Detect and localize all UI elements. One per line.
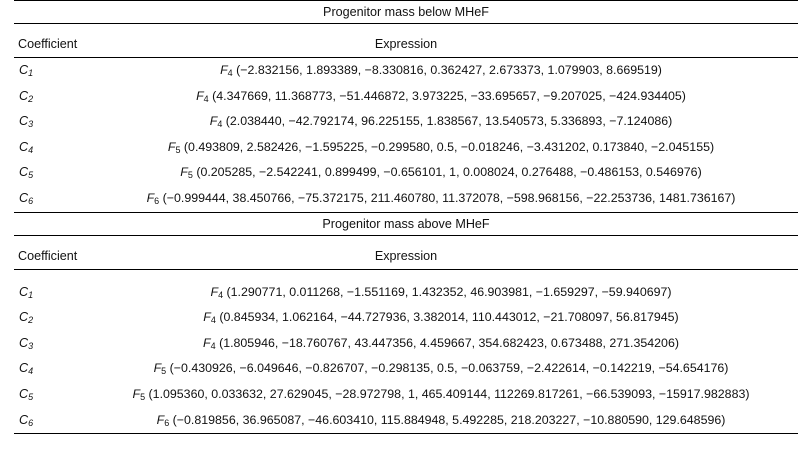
function-arguments: (2.038440, −42.792174, 96.225155, 1.8385… (225, 114, 673, 129)
coefficient-label: C3 (19, 335, 34, 351)
expression-cell: F5 (−0.430926, −6.049646, −0.826707, −0.… (84, 356, 798, 382)
table-header: Coefficient Expression (14, 31, 798, 57)
function-name: F (210, 284, 219, 299)
coefficient-label: C3 (19, 114, 34, 130)
function-index: 5 (175, 144, 181, 155)
expression-cell: F4 (1.805946, −18.760767, 43.447356, 4.4… (84, 331, 798, 357)
expression-cell: F6 (−0.819856, 36.965087, −46.603410, 11… (84, 408, 798, 434)
table-row: C4 F5 (0.493809, 2.582426, −1.595225, −0.… (14, 135, 798, 161)
function-name: F (196, 88, 204, 103)
section-rule (14, 211, 798, 213)
function-arguments: (1.290771, 0.011268, −1.551169, 1.432352… (226, 284, 672, 299)
function-index: 6 (164, 417, 170, 428)
table-row: C1 F4 (−2.832156, 1.893389, −8.330816, 0.… (14, 58, 798, 84)
expression-column-header: Expression (374, 37, 438, 51)
function-arguments: (0.205285, −2.542241, 0.899499, −0.65610… (196, 165, 702, 180)
coefficient-label: C1 (19, 63, 34, 78)
table-row: C4 F5 (−0.430926, −6.049646, −0.826707, −… (14, 356, 798, 382)
function-name: F (203, 310, 211, 325)
expression-cell: F4 (2.038440, −42.792174, 96.225155, 1.8… (84, 109, 798, 135)
section-title-above: Progenitor mass above MHeF (322, 216, 490, 231)
function-index: 4 (218, 289, 224, 300)
function-name: F (153, 361, 162, 376)
top-rule (14, 0, 798, 1)
expression-cell: F4 (1.290771, 0.011268, −1.551169, 1.432… (84, 280, 798, 306)
table-row: C5 F5 (0.205285, −2.542241, 0.899499, −0.… (14, 160, 798, 186)
coefficient-label: C5 (19, 165, 34, 181)
function-index: 5 (140, 391, 146, 402)
function-arguments: (1.095360, 0.033632, 27.629045, −28.9727… (148, 386, 750, 401)
expression-cell: F5 (1.095360, 0.033632, 27.629045, −28.9… (84, 382, 798, 408)
function-name: F (209, 114, 218, 129)
table-header: Coefficient Expression (14, 243, 798, 269)
function-arguments: (0.493809, 2.582426, −1.595225, −0.29958… (183, 139, 715, 154)
function-arguments: (4.347669, 11.368773, −51.446872, 3.9732… (212, 88, 686, 103)
table-row: C5 F5 (1.095360, 0.033632, 27.629045, −28… (14, 382, 798, 408)
function-arguments: (−0.819856, 36.965087, −46.603410, 115.8… (172, 412, 726, 427)
function-arguments: (−0.430926, −6.049646, −0.826707, −0.298… (169, 361, 729, 376)
coefficient-table: Progenitor mass below MHeF Coefficient E… (14, 0, 798, 435)
table-row: C2 F4 (0.845934, 1.062164, −44.727936, 3.… (14, 305, 798, 331)
function-index: 6 (154, 195, 160, 206)
section-rows-below: C1 F4 (−2.832156, 1.893389, −8.330816, 0.… (14, 58, 798, 212)
coefficient-label: C2 (19, 88, 34, 104)
coefficient-column-header: Coefficient (18, 37, 78, 51)
table-row: C6 F6 (−0.819856, 36.965087, −46.603410, … (14, 408, 798, 434)
section-rule (14, 234, 798, 236)
coefficient-label: C4 (19, 139, 34, 155)
function-name: F (132, 386, 141, 401)
function-arguments: (1.805946, −18.760767, 43.447356, 4.4596… (219, 335, 679, 350)
expression-cell: F4 (−2.832156, 1.893389, −8.330816, 0.36… (84, 58, 798, 84)
function-name: F (180, 165, 188, 180)
coefficient-label: C2 (19, 310, 34, 326)
expression-column-header: Expression (374, 248, 438, 263)
bottom-rule (14, 433, 798, 435)
expression-cell: F5 (0.493809, 2.582426, −1.595225, −0.29… (84, 135, 798, 161)
function-name: F (203, 335, 211, 350)
section-rule (14, 23, 798, 24)
table-row: C3 F4 (2.038440, −42.792174, 96.225155, 1… (14, 109, 798, 135)
function-index: 4 (210, 315, 216, 326)
table-row: C1 F4 (1.290771, 0.011268, −1.551169, 1.4… (14, 280, 798, 306)
expression-cell: F4 (4.347669, 11.368773, −51.446872, 3.9… (84, 84, 798, 110)
coefficient-label: C1 (19, 284, 34, 300)
function-name: F (220, 63, 228, 77)
coefficient-label: C6 (19, 190, 34, 206)
header-rule (14, 57, 798, 58)
function-index: 4 (217, 119, 223, 130)
coefficient-label: C5 (19, 386, 34, 402)
expression-cell: F5 (0.205285, −2.542241, 0.899499, −0.65… (84, 160, 798, 186)
function-arguments: (−0.999444, 38.450766, −75.372175, 211.4… (162, 190, 736, 205)
section-title-below: Progenitor mass below MHeF (323, 5, 489, 19)
function-index: 4 (210, 340, 216, 351)
function-index: 4 (227, 68, 233, 78)
section-rows-above: C1 F4 (1.290771, 0.011268, −1.551169, 1.4… (14, 280, 798, 434)
function-index: 5 (187, 170, 193, 181)
table-row: C6 F6 (−0.999444, 38.450766, −75.372175, … (14, 186, 798, 212)
coefficient-label: C6 (19, 412, 34, 428)
expression-cell: F6 (−0.999444, 38.450766, −75.372175, 21… (84, 186, 798, 212)
expression-cell: F4 (0.845934, 1.062164, −44.727936, 3.38… (84, 305, 798, 331)
function-arguments: (0.845934, 1.062164, −44.727936, 3.38201… (219, 310, 679, 325)
coefficient-label: C4 (19, 361, 34, 377)
header-rule (14, 268, 798, 270)
function-index: 4 (203, 93, 209, 104)
coefficient-column-header: Coefficient (18, 248, 78, 263)
function-arguments: (−2.832156, 1.893389, −8.330816, 0.36242… (236, 63, 662, 77)
table-row: C2 F4 (4.347669, 11.368773, −51.446872, 3… (14, 84, 798, 110)
function-name: F (146, 190, 155, 205)
function-name: F (167, 139, 176, 154)
function-index: 5 (161, 366, 167, 377)
function-name: F (156, 412, 165, 427)
table-row: C3 F4 (1.805946, −18.760767, 43.447356, 4… (14, 331, 798, 357)
